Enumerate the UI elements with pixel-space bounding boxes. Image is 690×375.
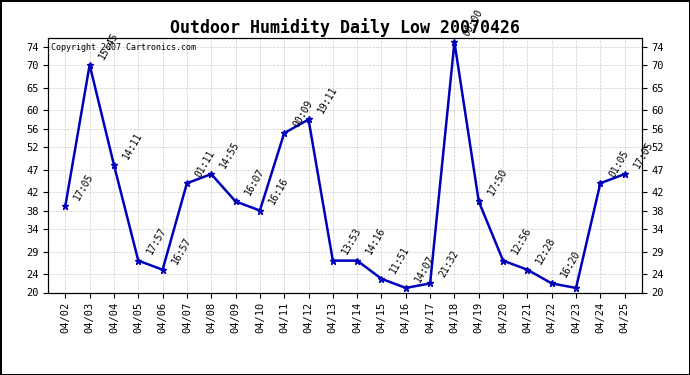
Text: 16:07: 16:07 [242,167,266,197]
Text: 00:09: 00:09 [291,99,315,129]
Text: 21:32: 21:32 [437,249,460,279]
Text: 11:51: 11:51 [388,244,412,274]
Text: 14:11: 14:11 [121,130,144,161]
Text: 14:16: 14:16 [364,226,388,256]
Text: 17:05: 17:05 [631,140,655,170]
Text: 00:00: 00:00 [462,8,485,38]
Text: 16:57: 16:57 [170,235,193,266]
Text: 17:05: 17:05 [72,171,96,202]
Text: 15:45: 15:45 [97,30,120,61]
Text: 14:55: 14:55 [218,140,241,170]
Text: 16:16: 16:16 [267,176,290,206]
Text: 13:53: 13:53 [339,226,363,256]
Text: 17:50: 17:50 [486,167,509,197]
Title: Outdoor Humidity Daily Low 20070426: Outdoor Humidity Daily Low 20070426 [170,18,520,38]
Text: 12:28: 12:28 [534,235,558,266]
Text: 01:05: 01:05 [607,148,631,179]
Text: 17:57: 17:57 [145,226,168,256]
Text: 16:20: 16:20 [559,249,582,279]
Text: 12:56: 12:56 [510,226,533,256]
Text: 19:11: 19:11 [315,85,339,115]
Text: 14:07: 14:07 [413,254,436,284]
Text: 01:11: 01:11 [194,148,217,179]
Text: Copyright 2007 Cartronics.com: Copyright 2007 Cartronics.com [51,43,196,52]
